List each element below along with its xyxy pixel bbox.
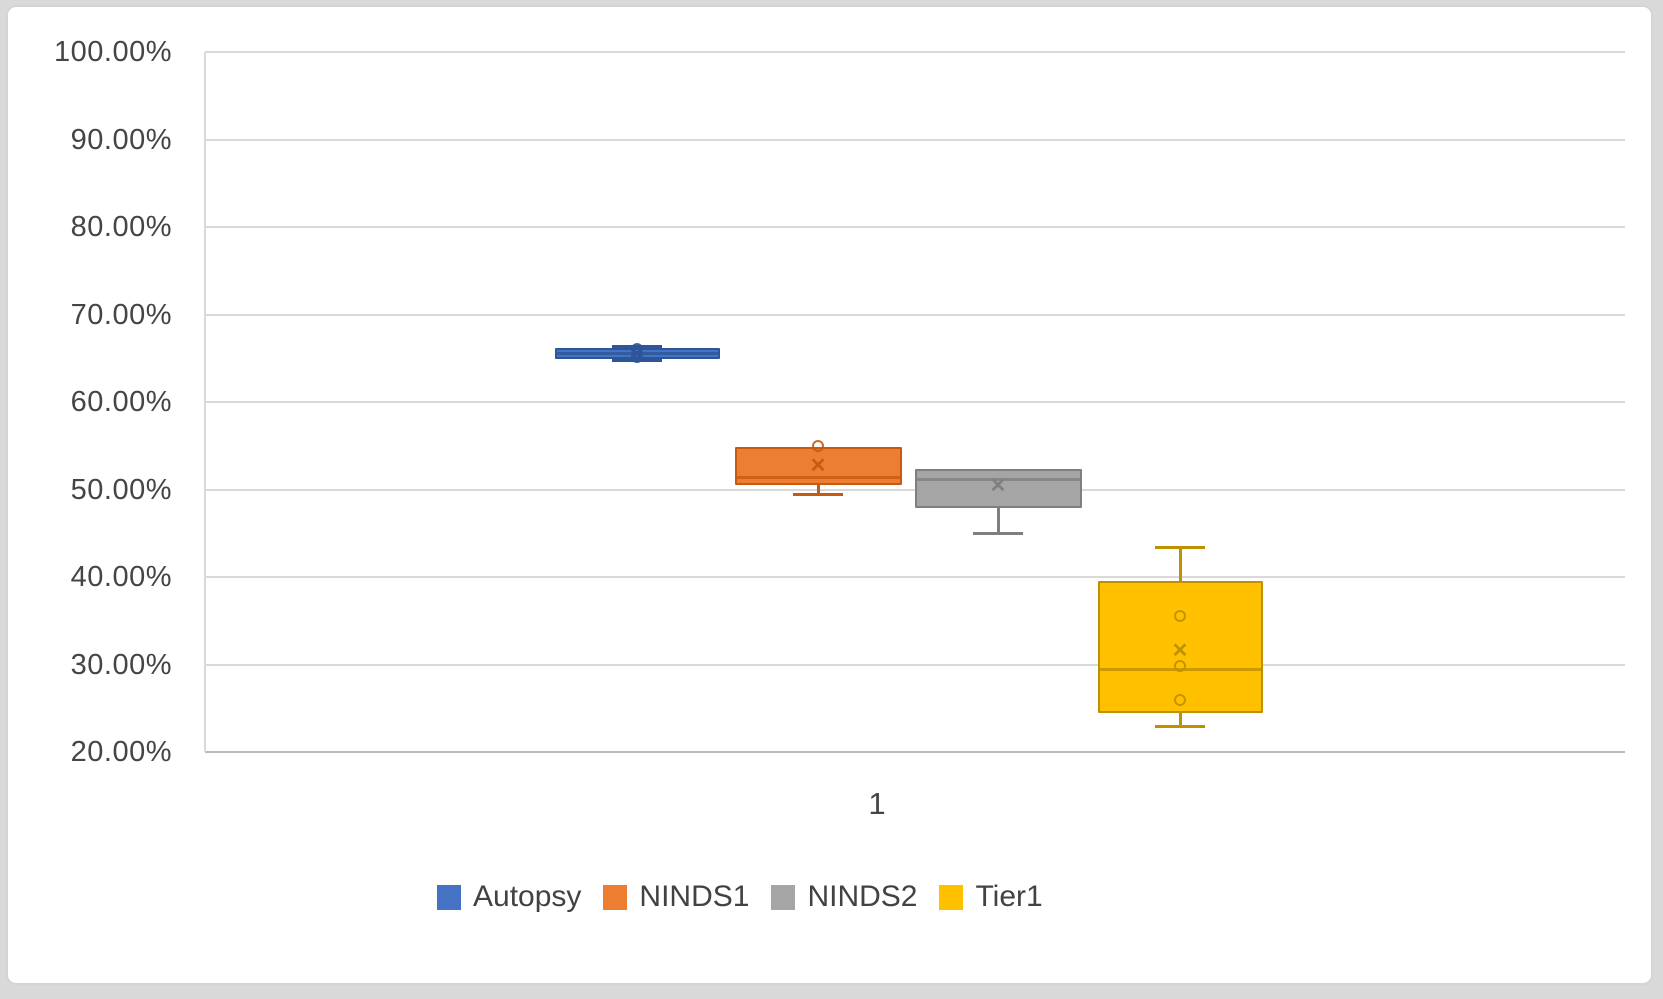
- whisker-cap-ninds1: [793, 493, 843, 497]
- median-line-ninds2: [916, 477, 1080, 481]
- y-axis-line: [204, 52, 206, 752]
- mean-marker-tier1: ✕: [1171, 640, 1189, 663]
- legend-label-ninds2: NINDS2: [807, 880, 918, 913]
- outlier-point-tier1: [1174, 609, 1186, 622]
- gridline: [205, 401, 1625, 403]
- whisker-line-tier1: [1178, 712, 1182, 727]
- whisker-line-ninds1: [816, 485, 820, 495]
- outlier-point-tier1: [1174, 694, 1186, 707]
- whisker-cap-tier1: [1155, 725, 1205, 729]
- gridline: [205, 226, 1625, 228]
- y-axis-tick-label: 60.00%: [70, 386, 172, 418]
- whisker-cap-ninds2: [973, 531, 1023, 535]
- legend-item-ninds2: NINDS2: [771, 880, 917, 914]
- box-tier1: [1097, 580, 1263, 713]
- whisker-line-tier1: [1178, 547, 1182, 581]
- legend-swatch-ninds1: [603, 884, 628, 910]
- y-axis-tick-label: 90.00%: [70, 123, 172, 156]
- median-line-ninds1: [736, 475, 900, 479]
- legend: Autopsy NINDS1 NINDS2 Tier1: [437, 880, 1043, 914]
- outlier-point-tier1: [1174, 660, 1186, 673]
- legend-label-autopsy: Autopsy: [473, 880, 582, 913]
- legend-swatch-ninds2: [771, 884, 796, 910]
- y-axis-tick-label: 30.00%: [70, 648, 172, 681]
- legend-item-tier1: Tier1: [939, 880, 1043, 914]
- legend-label-ninds1: NINDS1: [639, 880, 750, 913]
- mean-marker-ninds2: ✕: [989, 475, 1007, 497]
- legend-item-ninds1: NINDS1: [603, 880, 749, 914]
- y-axis-tick-label: 40.00%: [70, 561, 172, 593]
- gridline: [205, 313, 1625, 316]
- legend-swatch-tier1: [939, 884, 964, 910]
- legend-item-autopsy: Autopsy: [437, 880, 581, 914]
- legend-swatch-autopsy: [437, 884, 461, 910]
- outlier-point-ninds1: [812, 439, 824, 452]
- y-axis-tick-label: 50.00%: [70, 473, 172, 506]
- mean-marker-ninds1: ✕: [809, 454, 827, 477]
- x-axis-line: [205, 751, 1625, 753]
- y-axis-tick-label: 80.00%: [70, 211, 172, 243]
- y-axis-tick-label: 100.00%: [54, 36, 172, 68]
- gridline: [205, 51, 1625, 53]
- whisker-cap-tier1: [1155, 545, 1205, 549]
- gridline: [205, 576, 1625, 578]
- whisker-line-ninds2: [996, 507, 1000, 534]
- box-ninds2: [914, 469, 1082, 508]
- y-axis-tick-label: 70.00%: [70, 298, 172, 331]
- y-axis-tick-label: 20.00%: [70, 736, 172, 768]
- legend-label-tier1: Tier1: [975, 880, 1043, 913]
- x-axis-category-label: 1: [868, 786, 886, 821]
- gridline: [205, 138, 1625, 141]
- outlier-point-autopsy: [631, 351, 643, 364]
- gridline: [205, 663, 1625, 666]
- mean-marker-autopsy: ✕: [628, 343, 646, 366]
